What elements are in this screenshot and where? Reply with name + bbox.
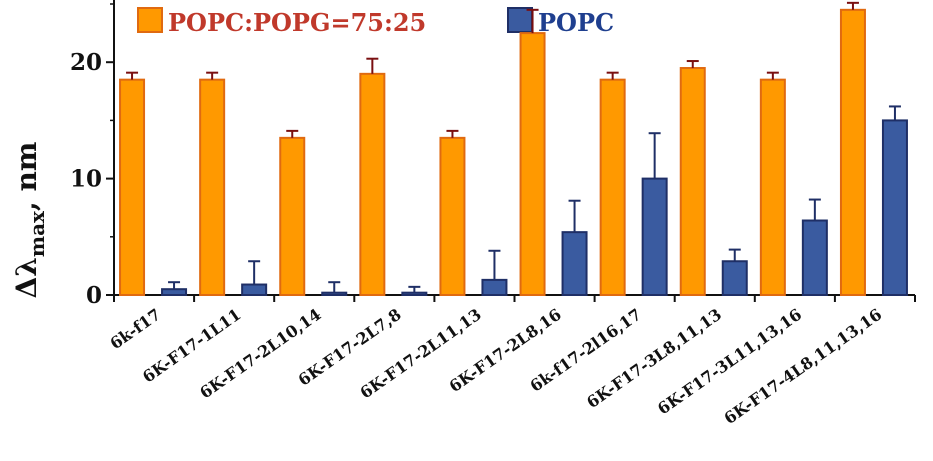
category-label: 6K-F17-3L8,11,13	[583, 305, 725, 412]
y-axis-label-sub: max	[25, 210, 49, 257]
bar-popc	[321, 291, 348, 296]
y-axis: 0 10 20	[70, 0, 115, 309]
bar-popc	[641, 177, 668, 297]
category-label: 6K-F17-3L11,13,16	[654, 305, 805, 419]
legend-swatch-popc	[507, 7, 533, 33]
bar-popc	[561, 231, 588, 296]
y-axis-label-tail: , nm	[10, 142, 43, 211]
bar-popc-popg	[599, 78, 626, 296]
bar-popc-popg	[279, 136, 306, 296]
bar-popc	[241, 283, 268, 296]
bar-popc-popg	[759, 78, 786, 296]
category-labels: 6k-f176K-F17-1L116K-F17-2L10,146K-F17-2L…	[106, 305, 885, 428]
bar-popc	[721, 260, 748, 296]
bar-popc-popg	[439, 136, 466, 296]
error-bars	[126, 1, 901, 293]
bar-popc	[481, 278, 508, 297]
legend-label-popc-popg: POPC:POPG=75:25	[168, 8, 426, 37]
y-tick-label: 10	[70, 166, 102, 193]
bar-popc	[801, 219, 828, 296]
legend: POPC:POPG=75:25 POPC	[137, 7, 614, 37]
bars	[119, 8, 908, 297]
legend-label-popc: POPC	[538, 8, 614, 37]
y-axis-label-main: Δλ	[10, 257, 43, 298]
y-axis-label: Δλmax, nm	[10, 142, 49, 299]
bar-popc	[881, 119, 908, 297]
category-label: 6K-F17-4L8,11,13,16	[720, 305, 885, 428]
bar-popc-popg	[359, 72, 386, 296]
bar-popc	[401, 291, 428, 296]
bar-popc-popg	[199, 78, 226, 296]
y-tick-label: 20	[70, 49, 102, 76]
bar-popc	[161, 288, 188, 296]
bar-popc-popg	[839, 8, 866, 296]
legend-swatch-popc-popg	[137, 7, 163, 33]
category-label: 6k-f17	[106, 305, 164, 353]
bar-popc-popg	[519, 32, 546, 296]
y-tick-label: 0	[86, 282, 102, 309]
bar-popc-popg	[679, 67, 706, 296]
x-axis	[113, 294, 916, 302]
bar-popc-popg	[119, 78, 146, 296]
